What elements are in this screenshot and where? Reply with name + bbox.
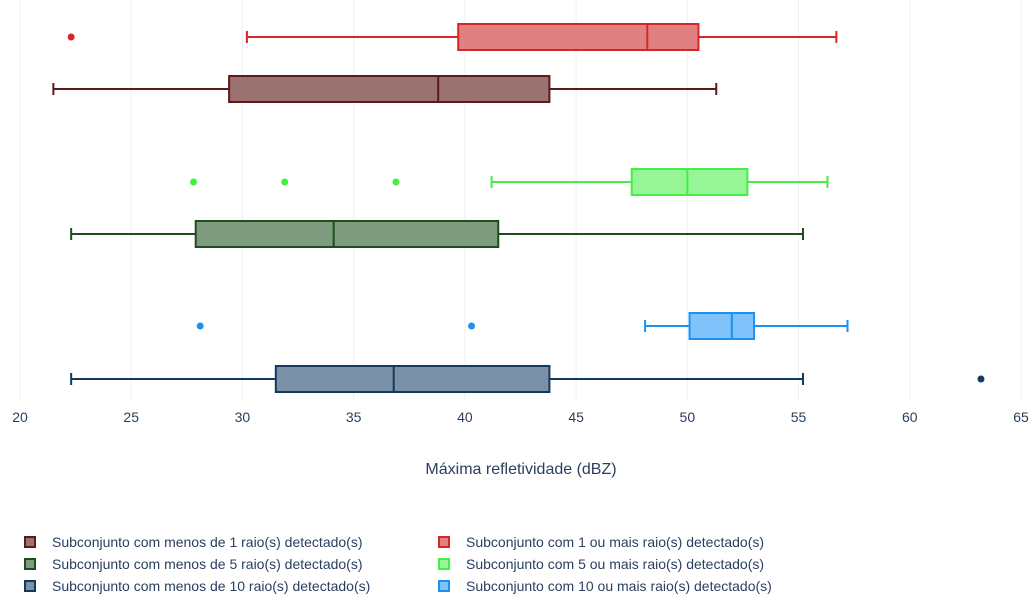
x-tick-label: 65 (1013, 409, 1029, 425)
iqr-box (274, 365, 551, 393)
x-tick-label: 25 (123, 409, 139, 425)
legend: Subconjunto com menos de 1 raio(s) detec… (24, 532, 1004, 596)
legend-swatch (24, 580, 36, 592)
legend-swatch (24, 536, 36, 548)
box-5 (70, 365, 985, 393)
iqr-box (688, 312, 756, 340)
outlier-point (281, 178, 289, 186)
legend-item[interactable]: Subconjunto com 1 ou mais raio(s) detect… (438, 532, 858, 552)
x-tick-label: 50 (680, 409, 696, 425)
legend-item[interactable]: Subconjunto com menos de 1 raio(s) detec… (24, 532, 438, 552)
x-tick-label: 60 (902, 409, 918, 425)
legend-item[interactable]: Subconjunto com menos de 5 raio(s) detec… (24, 554, 438, 574)
iqr-box (194, 220, 500, 248)
outlier-point (196, 322, 204, 330)
box-6 (196, 312, 849, 340)
legend-label: Subconjunto com 10 ou mais raio(s) detec… (466, 578, 772, 594)
iqr-box (228, 75, 551, 103)
x-tick-label: 55 (791, 409, 807, 425)
legend-label: Subconjunto com 1 ou mais raio(s) detect… (466, 534, 765, 550)
outlier-point (190, 178, 198, 186)
x-tick-label: 30 (235, 409, 251, 425)
x-tick-label: 20 (12, 409, 28, 425)
box-1 (52, 75, 718, 103)
outlier-point (468, 322, 476, 330)
x-tick-label: 40 (457, 409, 473, 425)
outlier-point (67, 33, 75, 41)
legend-item[interactable]: Subconjunto com menos de 10 raio(s) dete… (24, 576, 438, 596)
box-4 (190, 168, 829, 196)
outlier-point (392, 178, 400, 186)
legend-label: Subconjunto com menos de 10 raio(s) dete… (52, 578, 371, 594)
legend-swatch (438, 580, 450, 592)
legend-swatch (438, 536, 450, 548)
box-series (52, 23, 985, 393)
legend-label: Subconjunto com menos de 1 raio(s) detec… (52, 534, 363, 550)
legend-label: Subconjunto com menos de 5 raio(s) detec… (52, 556, 363, 572)
iqr-box (630, 168, 749, 196)
x-axis-title: Máxima refletividade (dBZ) (425, 461, 616, 478)
legend-label: Subconjunto com 5 ou mais raio(s) detect… (466, 556, 765, 572)
box-2 (67, 23, 838, 51)
iqr-box (457, 23, 700, 51)
legend-swatch (24, 558, 36, 570)
outlier-point (977, 375, 985, 383)
legend-item[interactable]: Subconjunto com 5 ou mais raio(s) detect… (438, 554, 858, 574)
legend-swatch (438, 558, 450, 570)
grid-lines (19, 0, 1022, 400)
x-tick-label: 45 (568, 409, 584, 425)
legend-item[interactable]: Subconjunto com 10 ou mais raio(s) detec… (438, 576, 858, 596)
box-3 (70, 220, 805, 248)
x-axis-ticks: 20 25 30 35 40 45 50 55 60 65 (12, 409, 1029, 425)
x-tick-label: 35 (346, 409, 362, 425)
